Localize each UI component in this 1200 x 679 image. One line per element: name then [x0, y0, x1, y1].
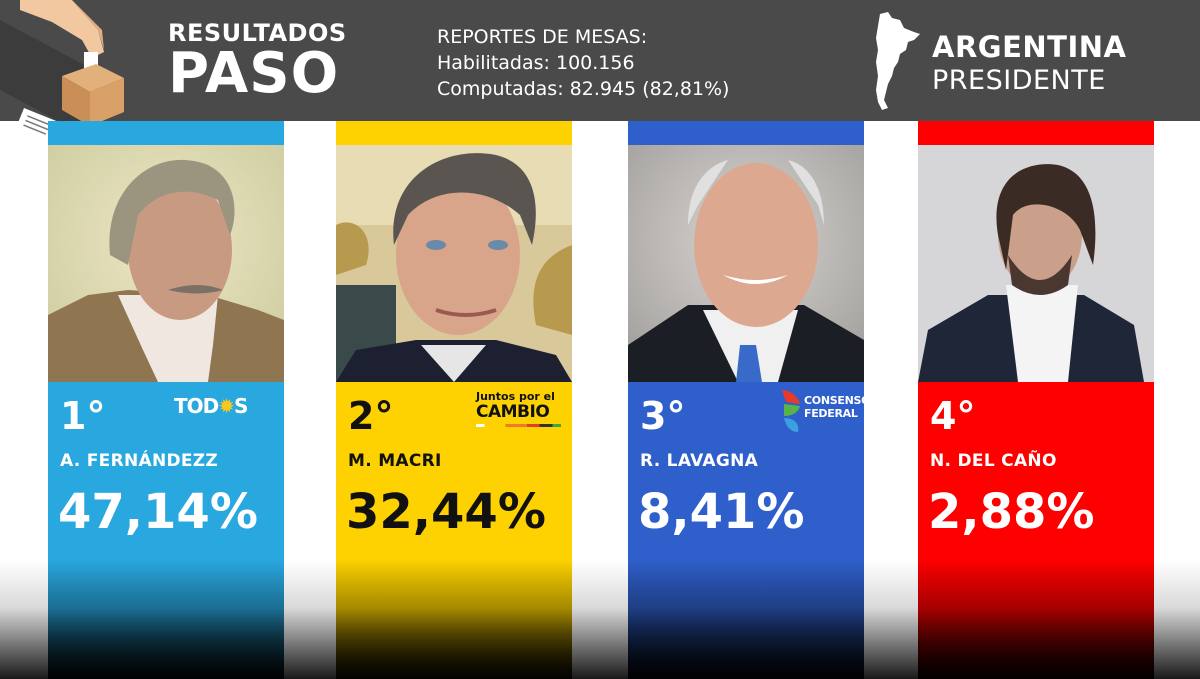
habilitadas-label: Habilitadas: [437, 52, 550, 74]
habilitadas-value: 100.156 [555, 52, 635, 74]
header-banner: RESULTADOS PASO REPORTES DE MESAS: Habil… [0, 0, 1200, 140]
report-title: REPORTES DE MESAS: [437, 26, 648, 48]
portrait-image [628, 145, 864, 382]
bottom-shade [48, 559, 284, 679]
rank-label: 3° [640, 394, 686, 438]
candidate-photo [628, 145, 864, 382]
vote-percentage: 47,14% [58, 484, 258, 540]
candidate-photo [336, 145, 572, 382]
candidate-name: R. LAVAGNA [640, 451, 759, 471]
party-logo-line1: CONSENSO [804, 394, 864, 407]
party-logo-juntos-por-el-cambio: Juntos por el CAMBIO [476, 390, 561, 427]
country-name: ARGENTINA [932, 30, 1127, 64]
candidate-name: A. FERNÁNDEZZ [60, 451, 219, 471]
habilitadas-row: Habilitadas: 100.156 [437, 50, 729, 76]
candidate-photo [918, 145, 1154, 382]
bottom-shade [628, 559, 864, 679]
candidate-photo [48, 145, 284, 382]
party-logo-line2: FEDERAL [804, 407, 858, 420]
consenso-federal-flame-icon [782, 390, 800, 432]
color-strip [336, 121, 572, 145]
vote-percentage: 2,88% [928, 484, 1095, 540]
page-title: RESULTADOS PASO [168, 18, 347, 102]
country-label: ARGENTINA PRESIDENTE [932, 30, 1126, 98]
argentina-map-icon [876, 12, 920, 110]
report-summary: REPORTES DE MESAS: Habilitadas: 100.156 … [437, 24, 729, 102]
bottom-shade [918, 559, 1154, 679]
result-panel: 4° N. DEL CAÑO 2,88% [918, 382, 1154, 679]
portrait-image [48, 145, 284, 382]
party-logo-colorbar [476, 424, 561, 427]
party-logo-consenso-federal: CONSENSO FEDERAL [804, 394, 864, 420]
party-logo-todos: TOD✹S [174, 394, 248, 418]
computadas-pct: (82,81%) [642, 78, 730, 100]
rank-label: 4° [930, 394, 976, 438]
candidate-card-1: 1° TOD✹S A. FERNÁNDEZZ 47,14% [48, 121, 284, 679]
portrait-image [336, 145, 572, 382]
computadas-row: Computadas: 82.945 (82,81%) [437, 76, 729, 102]
sun-icon: ✹ [218, 394, 235, 418]
computadas-label: Computadas: [437, 78, 564, 100]
result-panel: 2° Juntos por el CAMBIO M. MACRI 32,44% [336, 382, 572, 679]
rank-label: 1° [60, 394, 106, 438]
result-panel: 1° TOD✹S A. FERNÁNDEZZ 47,14% [48, 382, 284, 679]
portrait-image [918, 145, 1154, 382]
office-name: PRESIDENTE [932, 65, 1106, 96]
candidate-card-4: 4° N. DEL CAÑO 2,88% [918, 121, 1154, 679]
candidate-card-3: 3° CONSENSO FEDERAL R. LAVAGNA 8,41% [628, 121, 864, 679]
title-line2: PASO [168, 41, 340, 106]
color-strip [918, 121, 1154, 145]
candidate-name: M. MACRI [348, 451, 442, 471]
computadas-value: 82.945 [569, 78, 637, 100]
color-strip [48, 121, 284, 145]
result-panel: 3° CONSENSO FEDERAL R. LAVAGNA 8,41% [628, 382, 864, 679]
vote-percentage: 32,44% [346, 484, 546, 540]
rank-label: 2° [348, 394, 394, 438]
bottom-shade [336, 559, 572, 679]
ballot-box-icon [15, 0, 124, 140]
party-logo-line1: Juntos por el [476, 390, 555, 403]
candidate-name: N. DEL CAÑO [930, 451, 1057, 471]
color-strip [628, 121, 864, 145]
title-line1: RESULTADOS [168, 19, 347, 47]
party-logo-line2: CAMBIO [476, 402, 550, 422]
candidate-card-2: 2° Juntos por el CAMBIO M. MACRI 32,44% [336, 121, 572, 679]
vote-percentage: 8,41% [638, 484, 805, 540]
